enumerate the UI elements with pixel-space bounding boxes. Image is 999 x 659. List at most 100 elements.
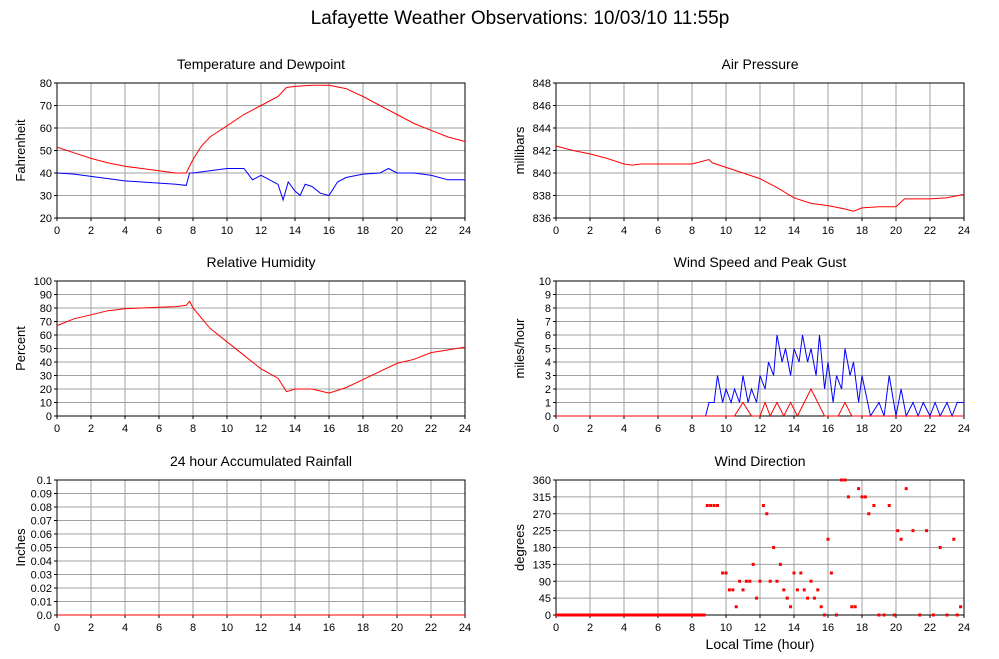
direction-point (819, 605, 823, 609)
y-tick-label: 0.06 (31, 529, 52, 541)
x-tick-label: 14 (289, 423, 301, 435)
x-tick-label: 0 (54, 622, 60, 634)
x-tick-label: 8 (190, 622, 196, 634)
y-tick-label: 844 (533, 123, 551, 135)
direction-point (716, 504, 719, 507)
direction-point (705, 504, 709, 507)
x-tick-label: 20 (890, 622, 902, 634)
x-tick-label: 12 (255, 423, 267, 435)
direction-point (727, 588, 731, 592)
x-tick-label: 12 (754, 225, 766, 237)
series-line-0 (556, 334, 964, 418)
direction-point (709, 504, 713, 507)
direction-point (792, 571, 796, 575)
y-tick-label: 315 (533, 492, 551, 504)
y-tick-label: 0 (545, 411, 551, 423)
direction-point (809, 579, 813, 583)
chart-title: Relative Humidity (207, 254, 316, 270)
series-line-1 (556, 387, 964, 418)
x-tick-label: 16 (323, 225, 335, 237)
direction-point (768, 579, 772, 583)
y-tick-label: 40 (40, 357, 52, 369)
x-tick-label: 10 (720, 423, 732, 435)
direction-point (802, 588, 806, 592)
y-axis-label: miles/hour (512, 318, 527, 379)
x-tick-label: 6 (655, 423, 661, 435)
direction-point (738, 579, 742, 583)
x-tick-label: 12 (255, 225, 267, 237)
y-tick-label: 30 (40, 191, 52, 203)
direction-point (712, 504, 716, 507)
y-tick-label: 70 (40, 317, 52, 329)
direction-point (925, 529, 929, 533)
x-tick-label: 24 (459, 225, 471, 237)
direction-point (863, 495, 867, 499)
y-tick-label: 0.0 (37, 610, 52, 622)
direction-point (755, 596, 759, 600)
x-tick-label: 2 (88, 225, 94, 237)
x-tick-label: 0 (54, 225, 60, 237)
direction-point (734, 605, 738, 609)
series-line-0 (56, 300, 466, 394)
y-tick-label: 0.07 (31, 516, 52, 528)
direction-point (931, 613, 935, 617)
direction-point (765, 512, 769, 516)
direction-point (911, 529, 915, 533)
x-tick-label: 4 (122, 423, 128, 435)
y-tick-label: 836 (533, 213, 551, 225)
x-tick-label: 0 (54, 423, 60, 435)
x-tick-label: 14 (788, 622, 800, 634)
x-tick-label: 22 (924, 622, 936, 634)
x-tick-label: 16 (822, 622, 834, 634)
x-tick-label: 20 (890, 423, 902, 435)
direction-point (731, 588, 735, 592)
direction-point (877, 613, 881, 617)
direction-point (896, 529, 900, 533)
y-tick-label: 10 (40, 398, 52, 410)
x-tick-label: 18 (856, 225, 868, 237)
direction-point (748, 579, 752, 583)
x-tick-label: 18 (357, 423, 369, 435)
direction-point (843, 478, 847, 482)
y-tick-label: 80 (40, 303, 52, 315)
direction-point (904, 487, 908, 491)
y-tick-label: 2 (545, 384, 551, 396)
y-tick-label: 360 (533, 475, 551, 487)
x-axis-label: Local Time (hour) (706, 636, 815, 652)
x-tick-label: 2 (88, 423, 94, 435)
x-tick-label: 14 (289, 622, 301, 634)
direction-point (758, 579, 762, 583)
x-tick-label: 4 (122, 225, 128, 237)
direction-point (782, 588, 786, 592)
direction-point (721, 571, 725, 575)
x-tick-label: 0 (553, 622, 559, 634)
x-tick-label: 2 (587, 225, 593, 237)
y-tick-label: 838 (533, 191, 551, 203)
y-tick-label: 50 (40, 344, 52, 356)
direction-point (789, 605, 793, 609)
direction-point (816, 588, 820, 592)
x-tick-label: 12 (754, 423, 766, 435)
y-tick-label: 5 (545, 344, 551, 356)
x-tick-label: 20 (391, 423, 403, 435)
x-tick-label: 16 (323, 622, 335, 634)
y-tick-label: 90 (40, 290, 52, 302)
y-tick-label: 90 (539, 576, 551, 588)
y-axis-label: Percent (13, 326, 28, 371)
y-tick-label: 3 (545, 371, 551, 383)
direction-point (850, 605, 854, 609)
chart-title: Wind Direction (714, 453, 805, 469)
y-tick-label: 1 (545, 398, 551, 410)
direction-point (872, 504, 876, 507)
x-tick-label: 6 (156, 225, 162, 237)
y-tick-label: 846 (533, 101, 551, 113)
y-tick-label: 180 (533, 543, 551, 555)
y-tick-label: 0.03 (31, 570, 52, 582)
y-tick-label: 60 (40, 330, 52, 342)
direction-point (846, 495, 850, 499)
y-tick-label: 0 (545, 610, 551, 622)
x-tick-label: 12 (754, 622, 766, 634)
y-axis-label: Fahrenheit (13, 119, 28, 182)
y-tick-label: 0.1 (37, 475, 52, 487)
